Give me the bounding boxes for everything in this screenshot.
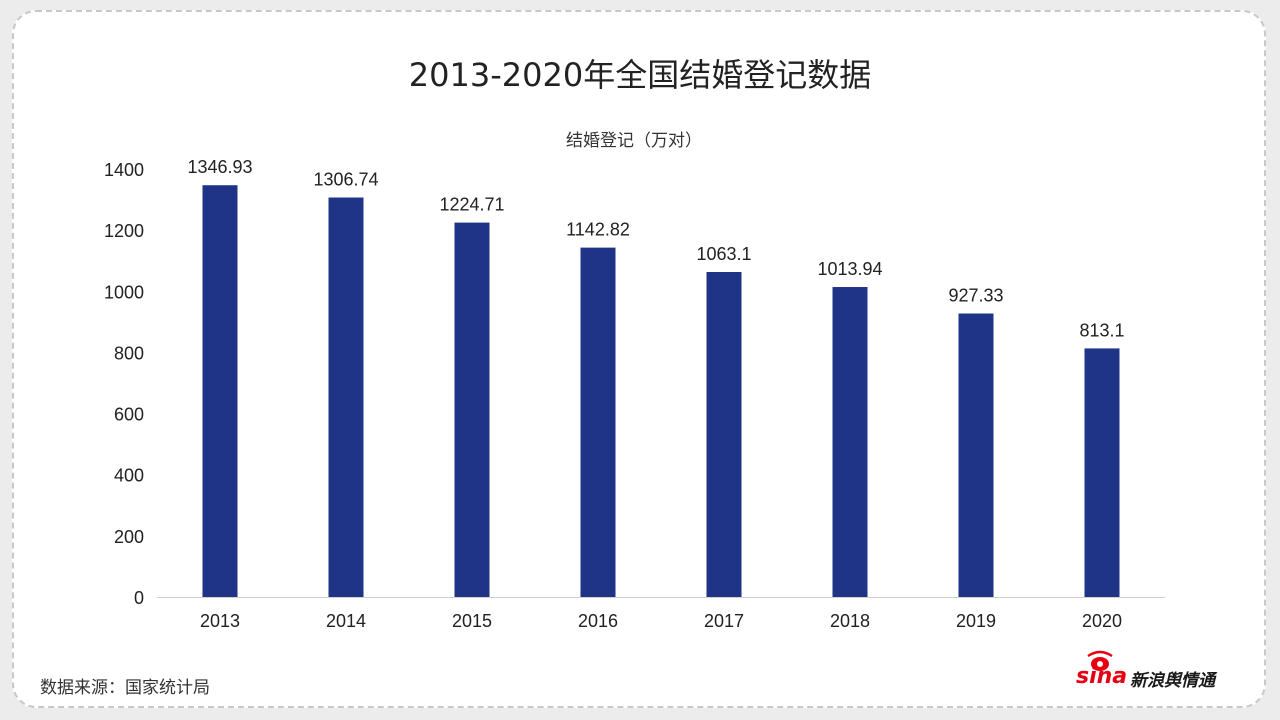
data-label: 1142.82 xyxy=(566,220,630,240)
y-tick-label: 800 xyxy=(114,343,144,363)
bar-2018 xyxy=(832,287,868,597)
sina-logo: sina 新浪舆情通 xyxy=(1072,650,1242,696)
data-label: 1013.94 xyxy=(817,259,882,279)
y-tick-label: 200 xyxy=(114,527,144,547)
x-tick-label: 2018 xyxy=(830,611,870,631)
data-label: 1224.71 xyxy=(439,195,504,215)
x-tick-label: 2016 xyxy=(578,611,618,631)
x-tick-label: 2013 xyxy=(200,611,240,631)
y-tick-label: 1200 xyxy=(104,221,144,241)
bar-2013 xyxy=(202,185,238,598)
x-tick-label: 2017 xyxy=(704,611,744,631)
bar-2020 xyxy=(1084,348,1120,597)
x-tick-label: 2015 xyxy=(452,611,492,631)
logo-brand: sina xyxy=(1076,664,1128,689)
y-tick-label: 400 xyxy=(114,466,144,486)
bar-2015 xyxy=(454,222,490,597)
data-source: 数据来源：国家统计局 xyxy=(40,678,210,698)
bar-2019 xyxy=(958,313,994,597)
bar-2016 xyxy=(580,247,616,597)
x-tick-label: 2019 xyxy=(956,611,996,631)
data-label: 1306.74 xyxy=(313,170,378,190)
sina-eye-icon xyxy=(1087,650,1113,671)
page-title: 2013-2020年全国结婚登记数据 xyxy=(408,56,872,94)
data-label: 927.33 xyxy=(948,286,1003,306)
data-label: 1063.1 xyxy=(696,244,751,264)
x-tick-label: 2020 xyxy=(1082,611,1122,631)
data-label: 813.1 xyxy=(1079,320,1124,340)
x-tick-label: 2014 xyxy=(326,611,366,631)
logo-tagline: 新浪舆情通 xyxy=(1130,671,1215,691)
bar-2017 xyxy=(706,271,742,597)
y-tick-label: 600 xyxy=(114,405,144,425)
bar-2014 xyxy=(328,197,364,597)
data-label: 1346.93 xyxy=(187,157,252,177)
y-tick-label: 1400 xyxy=(104,160,144,180)
y-tick-label: 0 xyxy=(134,588,144,608)
y-tick-label: 1000 xyxy=(104,282,144,302)
series-label: 结婚登记（万对） xyxy=(566,131,702,151)
